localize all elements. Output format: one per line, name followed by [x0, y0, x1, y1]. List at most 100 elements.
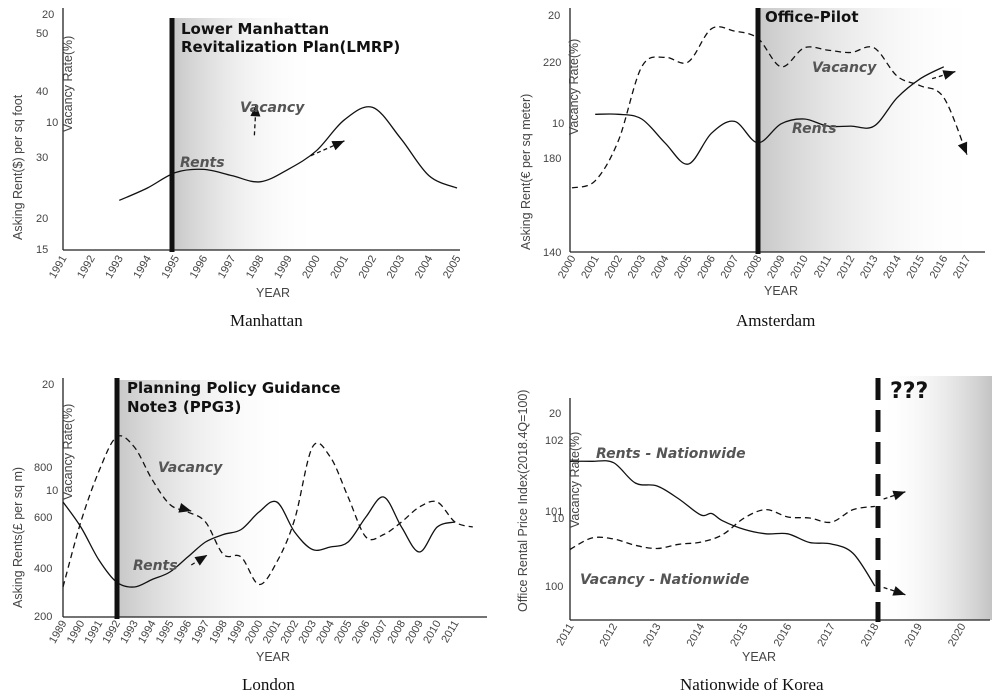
x-tick-label: 2002 — [602, 254, 625, 281]
trend-arrow-shaft — [883, 491, 906, 500]
policy-label: Revitalization Plan(LMRP) — [181, 38, 400, 56]
vacancy-tick-label: 20 — [549, 408, 561, 420]
x-tick-label: 2010 — [788, 254, 811, 281]
trend-arrow-head — [892, 490, 906, 501]
series-label-rents: Rents — [792, 121, 837, 137]
x-tick-labels: 2011 2012 2013 2014 2015 2016 2017 2018 2019 2020 — [554, 622, 968, 649]
series-lines — [571, 26, 968, 189]
y-tick-label: 140 — [543, 247, 561, 259]
policy-label: Note3 (PPG3) — [127, 398, 241, 416]
x-tick-labels: 1991 1992 1993 1994 1995 1996 1997 1998 1999 2000… — [47, 254, 464, 281]
x-tick-label: 2013 — [641, 622, 664, 649]
y-axis-title-vacancy: Vacancy Rate(%) — [568, 432, 582, 528]
vacancy-tick-label: 10 — [46, 117, 58, 129]
panel-london: 200 400 600 800 10 20 Asking Rents(£ per… — [11, 378, 487, 694]
y-tick-label: 220 — [543, 57, 561, 69]
x-tick-label: 1999 — [272, 254, 295, 281]
y-tick-label: 600 — [34, 512, 52, 524]
y-tick-label: 101 — [545, 506, 563, 518]
y-tick-label: 180 — [543, 153, 561, 165]
y-tick-label: 30 — [36, 152, 48, 164]
y-axis-title-vacancy: Vacancy Rate(%) — [61, 404, 75, 500]
x-axis-title: YEAR — [764, 284, 798, 298]
series-label-rents: Rents - Nationwide — [596, 446, 746, 462]
x-tick-label: 2011 — [439, 619, 461, 645]
series-lines — [62, 435, 473, 588]
series-label-vacancy: Vacancy — [240, 100, 305, 116]
x-tick-label: 2013 — [858, 254, 881, 281]
x-axis-title: YEAR — [256, 286, 290, 300]
x-tick-label: 2005 — [441, 254, 464, 281]
policy-shade — [174, 18, 318, 250]
panel-title: London — [242, 675, 295, 694]
x-tick-label: 2015 — [904, 254, 927, 281]
trend-arrow-head — [250, 104, 261, 117]
x-tick-label: 2003 — [626, 254, 649, 281]
trend-arrow-shaft — [253, 104, 257, 136]
series-line-vacancy — [62, 435, 473, 588]
x-tick-label: 2008 — [742, 254, 765, 281]
x-tick-label: 2017 — [951, 254, 974, 281]
vacancy-tick-label: 20 — [42, 379, 54, 391]
series-lines — [119, 104, 458, 201]
series-line-rents — [119, 106, 458, 201]
y-axis-title-vacancy: Vacancy Rate(%) — [567, 39, 581, 135]
x-tick-label: 1993 — [103, 254, 126, 281]
x-tick-label: 2020 — [946, 622, 969, 649]
x-tick-label: 2005 — [672, 254, 695, 281]
x-tick-label: 2010 — [421, 619, 444, 646]
y-tick-label: 100 — [545, 581, 563, 593]
x-tick-label: 2011 — [812, 254, 834, 280]
y-tick-label: 20 — [36, 213, 48, 225]
y-tick-label: 15 — [36, 244, 48, 256]
y-tick-label: 400 — [34, 563, 52, 575]
x-tick-label: 2001 — [328, 254, 351, 281]
y-axis-title-rent: Office Rental Price Index(2018.4Q=100) — [516, 390, 530, 612]
y-tick-label: 102 — [545, 435, 563, 447]
series-label-vacancy: Vacancy — [158, 460, 223, 476]
series-line-rents — [62, 496, 456, 588]
y-axis-title-vacancy: Vacancy Rate(%) — [61, 36, 75, 132]
y-axis-title-rent: Asking Rent($) per sq foot — [11, 94, 25, 240]
x-axis-title: YEAR — [742, 650, 776, 664]
x-tick-label: 2009 — [765, 254, 788, 281]
panel-title: Nationwide of Korea — [680, 675, 824, 694]
x-tick-labels: 1989199019911992199319941995199619971998… — [47, 619, 462, 646]
x-tick-labels: 2000 2001 2002 2003 2004 2005 2006 2007 2008 2009… — [556, 254, 974, 281]
trend-arrow-head — [331, 140, 345, 151]
x-tick-label: 2000 — [300, 254, 323, 281]
y-tick-label: 800 — [34, 462, 52, 474]
x-tick-label: 2016 — [772, 622, 795, 649]
x-tick-label: 1992 — [75, 254, 98, 281]
x-tick-label: 2004 — [413, 254, 436, 281]
series-line-vacancy-nationwide — [569, 505, 876, 551]
x-tick-label: 2015 — [728, 622, 751, 649]
policy-shade — [760, 8, 980, 252]
series-label-rents: Rents — [180, 155, 225, 171]
x-tick-label: 2007 — [719, 254, 742, 281]
panel-title: Amsterdam — [736, 311, 815, 330]
panel-manhattan: 15 20 30 40 50 10 20 Asking Rent($) per … — [11, 8, 464, 330]
panel-title: Manhattan — [230, 311, 303, 330]
series-line-rents-nationwide — [569, 460, 876, 587]
series-lines — [569, 460, 906, 596]
policy-label: Lower Manhattan — [181, 20, 329, 38]
vacancy-tick-label: 20 — [42, 9, 54, 21]
x-tick-label: 2011 — [554, 622, 576, 648]
x-tick-label: 1995 — [160, 254, 183, 281]
series-line-rents — [595, 66, 945, 165]
x-tick-label: 2018 — [859, 622, 882, 649]
x-tick-label: 2012 — [835, 254, 858, 281]
trend-arrow-head — [178, 502, 192, 513]
x-tick-label: 2012 — [598, 622, 621, 649]
series-label-rents: Rents — [133, 558, 178, 574]
x-tick-label: 2004 — [649, 254, 672, 281]
vacancy-tick-label: 10 — [552, 513, 564, 525]
y-axis-title-rent: Asking Rent(€ per sq meter) — [519, 94, 533, 250]
x-tick-label: 2019 — [902, 622, 925, 649]
panel-amsterdam: 140 180 220 10 20 Asking Rent(€ per sq m… — [519, 8, 985, 330]
x-tick-label: 2003 — [385, 254, 408, 281]
vacancy-tick-label: 10 — [552, 118, 564, 130]
policy-label: Office-Pilot — [765, 8, 859, 26]
